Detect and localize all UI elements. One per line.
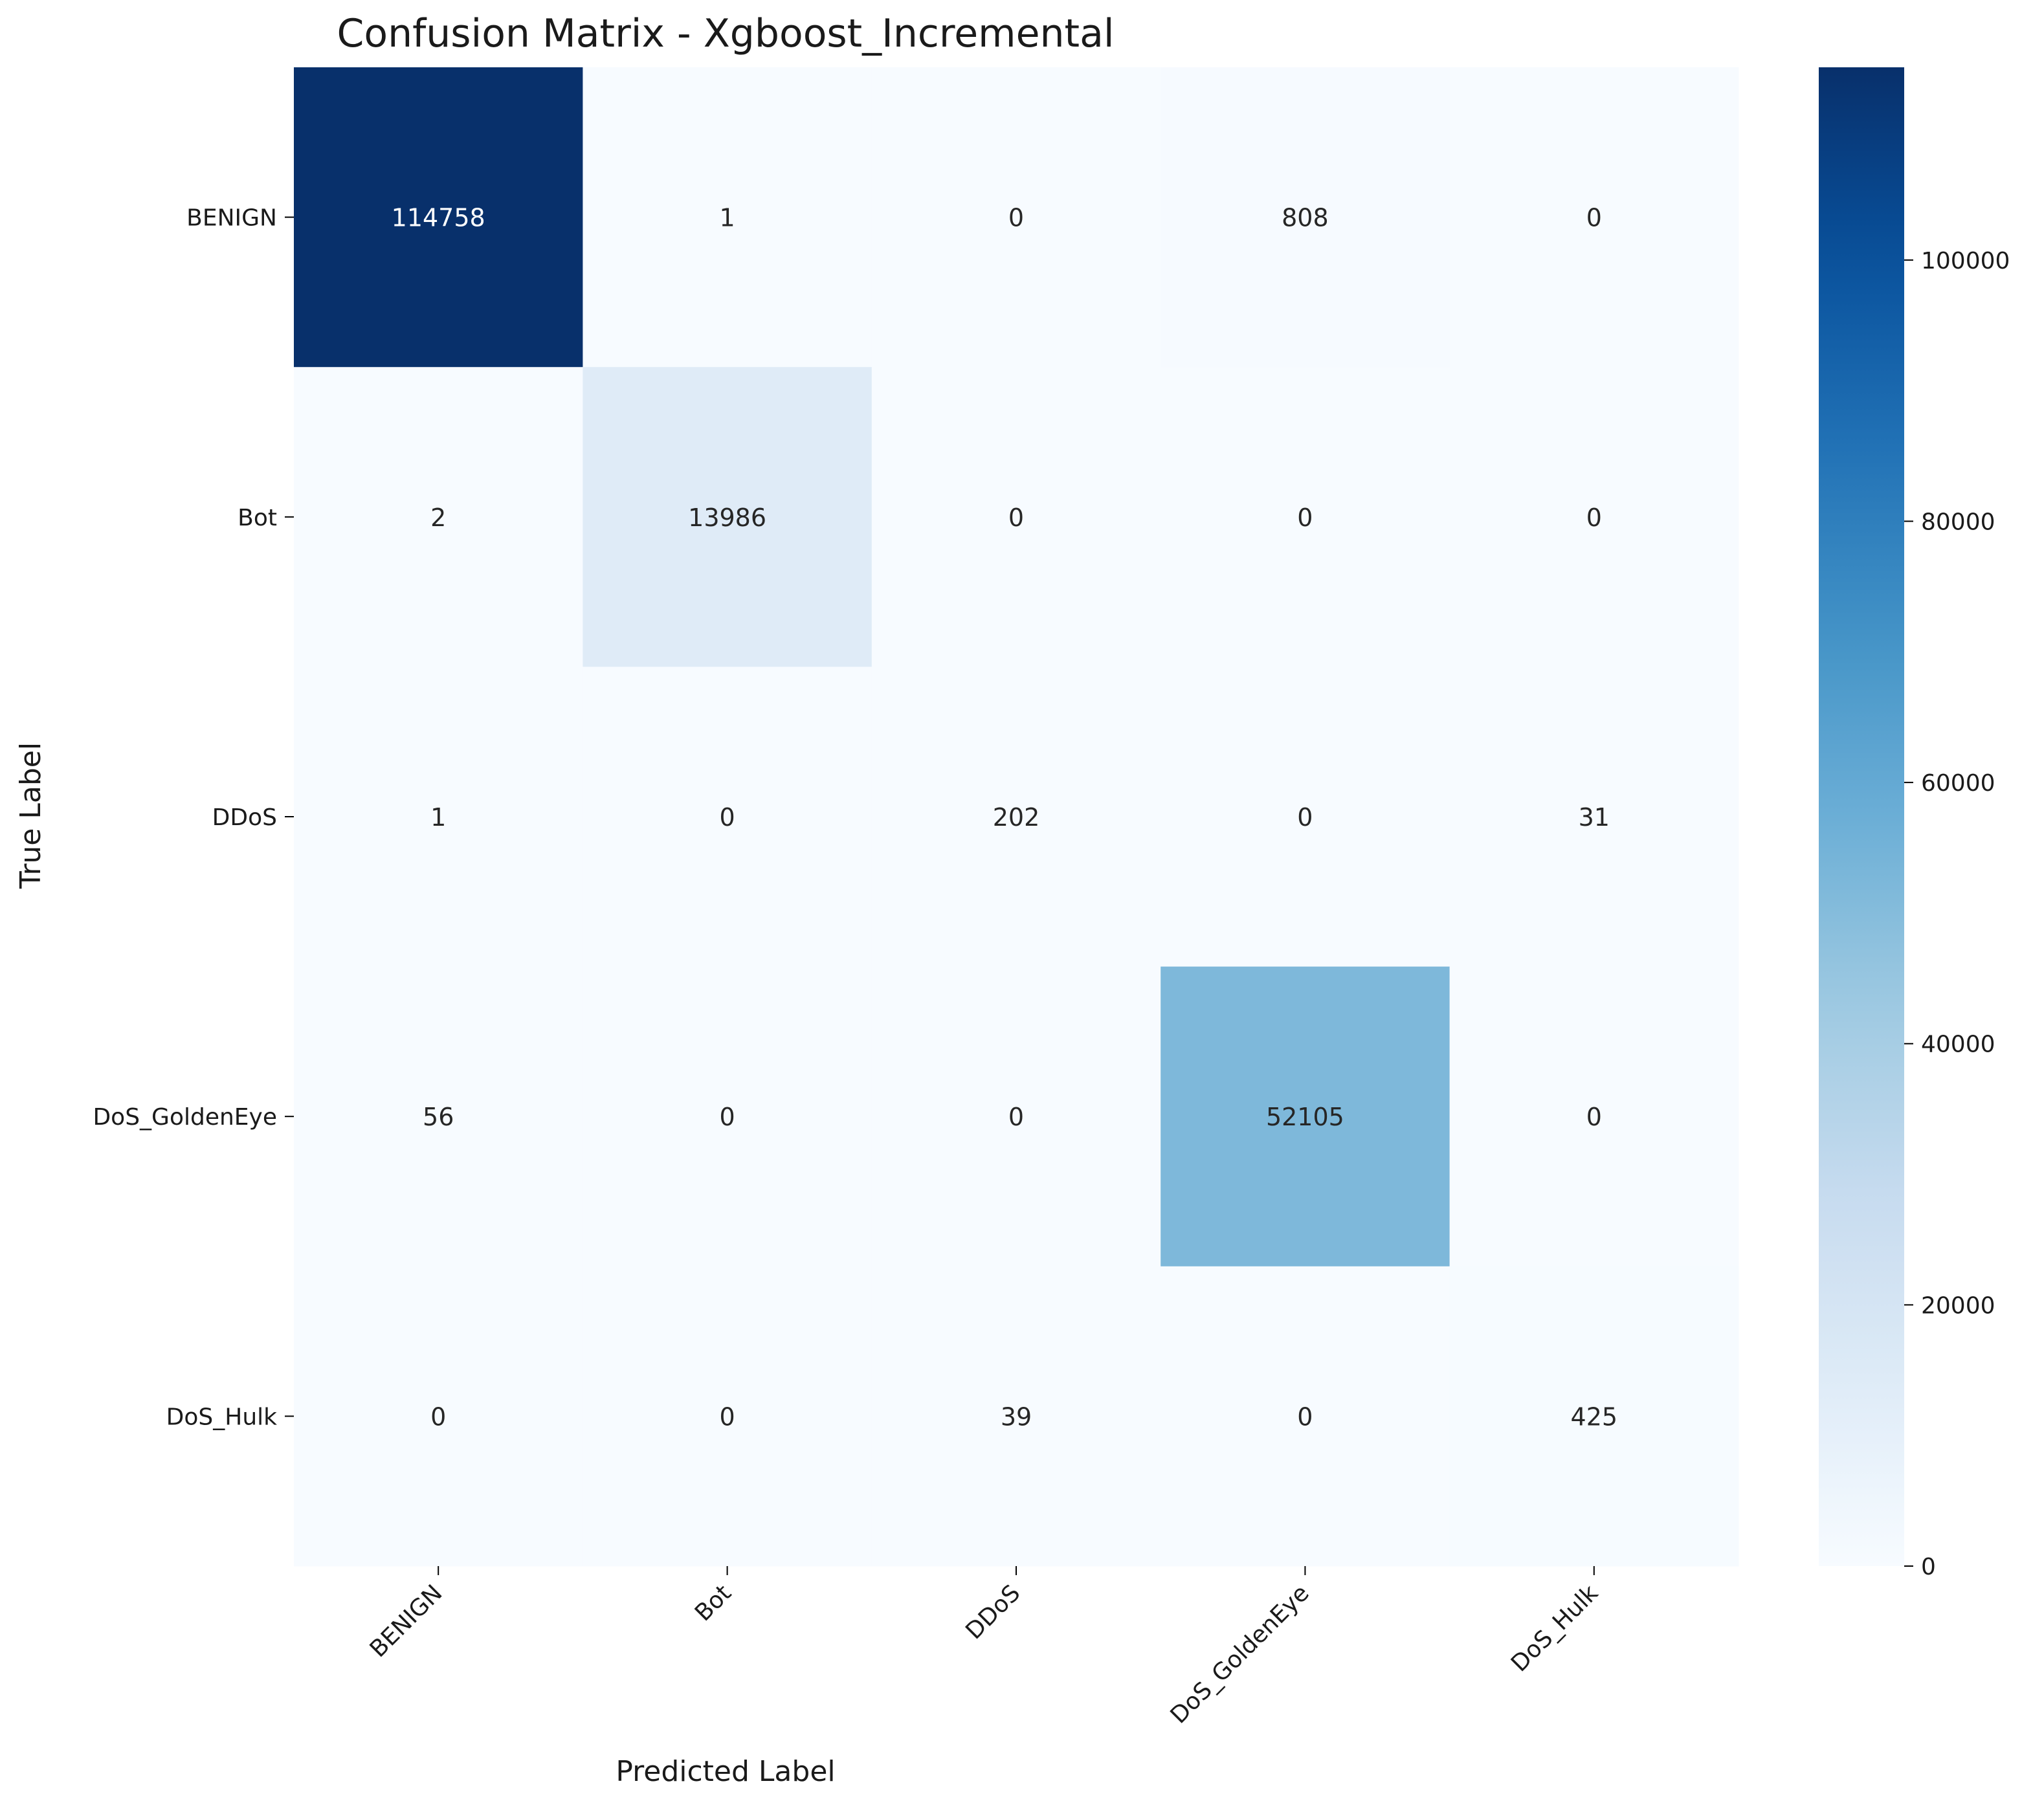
cell-value-label: 0 xyxy=(720,803,735,832)
x-tick-label: DoS_Hulk xyxy=(1506,1580,1603,1677)
heatmap-cell xyxy=(871,367,1161,667)
heatmap-cell xyxy=(1161,67,1450,368)
y-tick-label: DoS_GoldenEye xyxy=(93,1104,277,1131)
y-tick-label: Bot xyxy=(238,505,277,531)
cell-value-label: 0 xyxy=(1586,1103,1602,1131)
cell-value-label: 0 xyxy=(1297,503,1313,532)
heatmap-cell xyxy=(583,1266,872,1567)
heatmap-cell xyxy=(583,67,872,368)
y-axis: BENIGN Bot DDoS DoS_GoldenEye DoS_Hulk xyxy=(93,205,294,1430)
colorbar xyxy=(1819,67,1904,1566)
heatmap-cell xyxy=(294,67,583,368)
cell-value-label: 39 xyxy=(1001,1402,1032,1431)
cell-value-label: 1 xyxy=(720,204,735,232)
heatmap-cell xyxy=(294,667,583,967)
heatmap-cell xyxy=(871,1266,1161,1567)
heatmap-cell xyxy=(871,67,1161,368)
colorbar-tick-label: 40000 xyxy=(1921,1032,1995,1058)
x-tick-label: Bot xyxy=(690,1580,737,1626)
heatmap-cell-labels: 114758 1 0 808 0 2 13986 0 0 0 1 0 202 0 31 56 0 0 52105 0 0… xyxy=(392,204,1617,1431)
cell-value-label: 1 xyxy=(430,803,446,832)
heatmap-cell xyxy=(1161,667,1450,967)
heatmap-cell xyxy=(583,667,872,967)
cell-value-label: 0 xyxy=(1008,503,1024,532)
cell-value-label: 0 xyxy=(720,1103,735,1131)
x-axis-label: Predicted Label xyxy=(616,1755,835,1788)
cell-value-label: 56 xyxy=(423,1103,454,1131)
heatmap-cell xyxy=(294,1266,583,1567)
colorbar-ticks: 0 20000 40000 60000 80000 100000 xyxy=(1904,248,2010,1580)
cell-value-label: 0 xyxy=(1586,503,1602,532)
y-tick-label: BENIGN xyxy=(186,205,277,232)
cell-value-label: 52105 xyxy=(1266,1103,1344,1131)
y-tick-label: DDoS xyxy=(212,804,277,831)
cell-value-label: 808 xyxy=(1282,204,1329,232)
heatmap-cell xyxy=(871,667,1161,967)
heatmap-cell xyxy=(1449,67,1739,368)
cell-value-label: 31 xyxy=(1579,803,1610,832)
y-axis-label: True Label xyxy=(14,742,47,889)
heatmap-cell xyxy=(1449,667,1739,967)
cell-value-label: 0 xyxy=(1008,1103,1024,1131)
cell-value-label: 0 xyxy=(1586,204,1602,232)
cell-value-label: 0 xyxy=(1008,204,1024,232)
heatmap-cell xyxy=(583,367,872,667)
cell-value-label: 0 xyxy=(720,1402,735,1431)
heatmap-cell xyxy=(583,966,872,1267)
cell-value-label: 202 xyxy=(993,803,1040,832)
chart-title: Confusion Matrix - Xgboost_Incremental xyxy=(337,11,1114,56)
y-tick-label: DoS_Hulk xyxy=(166,1404,277,1430)
heatmap-cell xyxy=(871,966,1161,1267)
heatmap-cells xyxy=(294,67,1739,1567)
cell-value-label: 0 xyxy=(430,1402,446,1431)
heatmap-cell xyxy=(294,966,583,1267)
colorbar-tick-label: 20000 xyxy=(1921,1292,1995,1319)
heatmap-cell xyxy=(1449,367,1739,667)
heatmap-cell xyxy=(294,367,583,667)
cell-value-label: 0 xyxy=(1297,803,1313,832)
cell-value-label: 13986 xyxy=(688,503,766,532)
heatmap-cell xyxy=(1449,1266,1739,1567)
x-tick-label: DDoS xyxy=(961,1580,1025,1644)
heatmap-cell xyxy=(1449,966,1739,1267)
colorbar-tick-label: 80000 xyxy=(1921,509,1995,535)
colorbar-tick-label: 0 xyxy=(1921,1554,1936,1580)
cell-value-label: 114758 xyxy=(392,204,485,232)
x-tick-label: DoS_GoldenEye xyxy=(1166,1580,1315,1729)
cell-value-label: 0 xyxy=(1297,1402,1313,1431)
x-axis: BENIGN Bot DDoS DoS_GoldenEye DoS_Hulk xyxy=(365,1566,1603,1729)
heatmap-cell xyxy=(1161,966,1450,1267)
cell-value-label: 2 xyxy=(430,503,446,532)
cell-value-label: 425 xyxy=(1571,1402,1618,1431)
colorbar-tick-label: 60000 xyxy=(1921,770,1995,797)
colorbar-tick-label: 100000 xyxy=(1921,248,2010,274)
x-tick-label: BENIGN xyxy=(365,1580,448,1663)
heatmap-cell xyxy=(1161,1266,1450,1567)
heatmap-cell xyxy=(1161,367,1450,667)
